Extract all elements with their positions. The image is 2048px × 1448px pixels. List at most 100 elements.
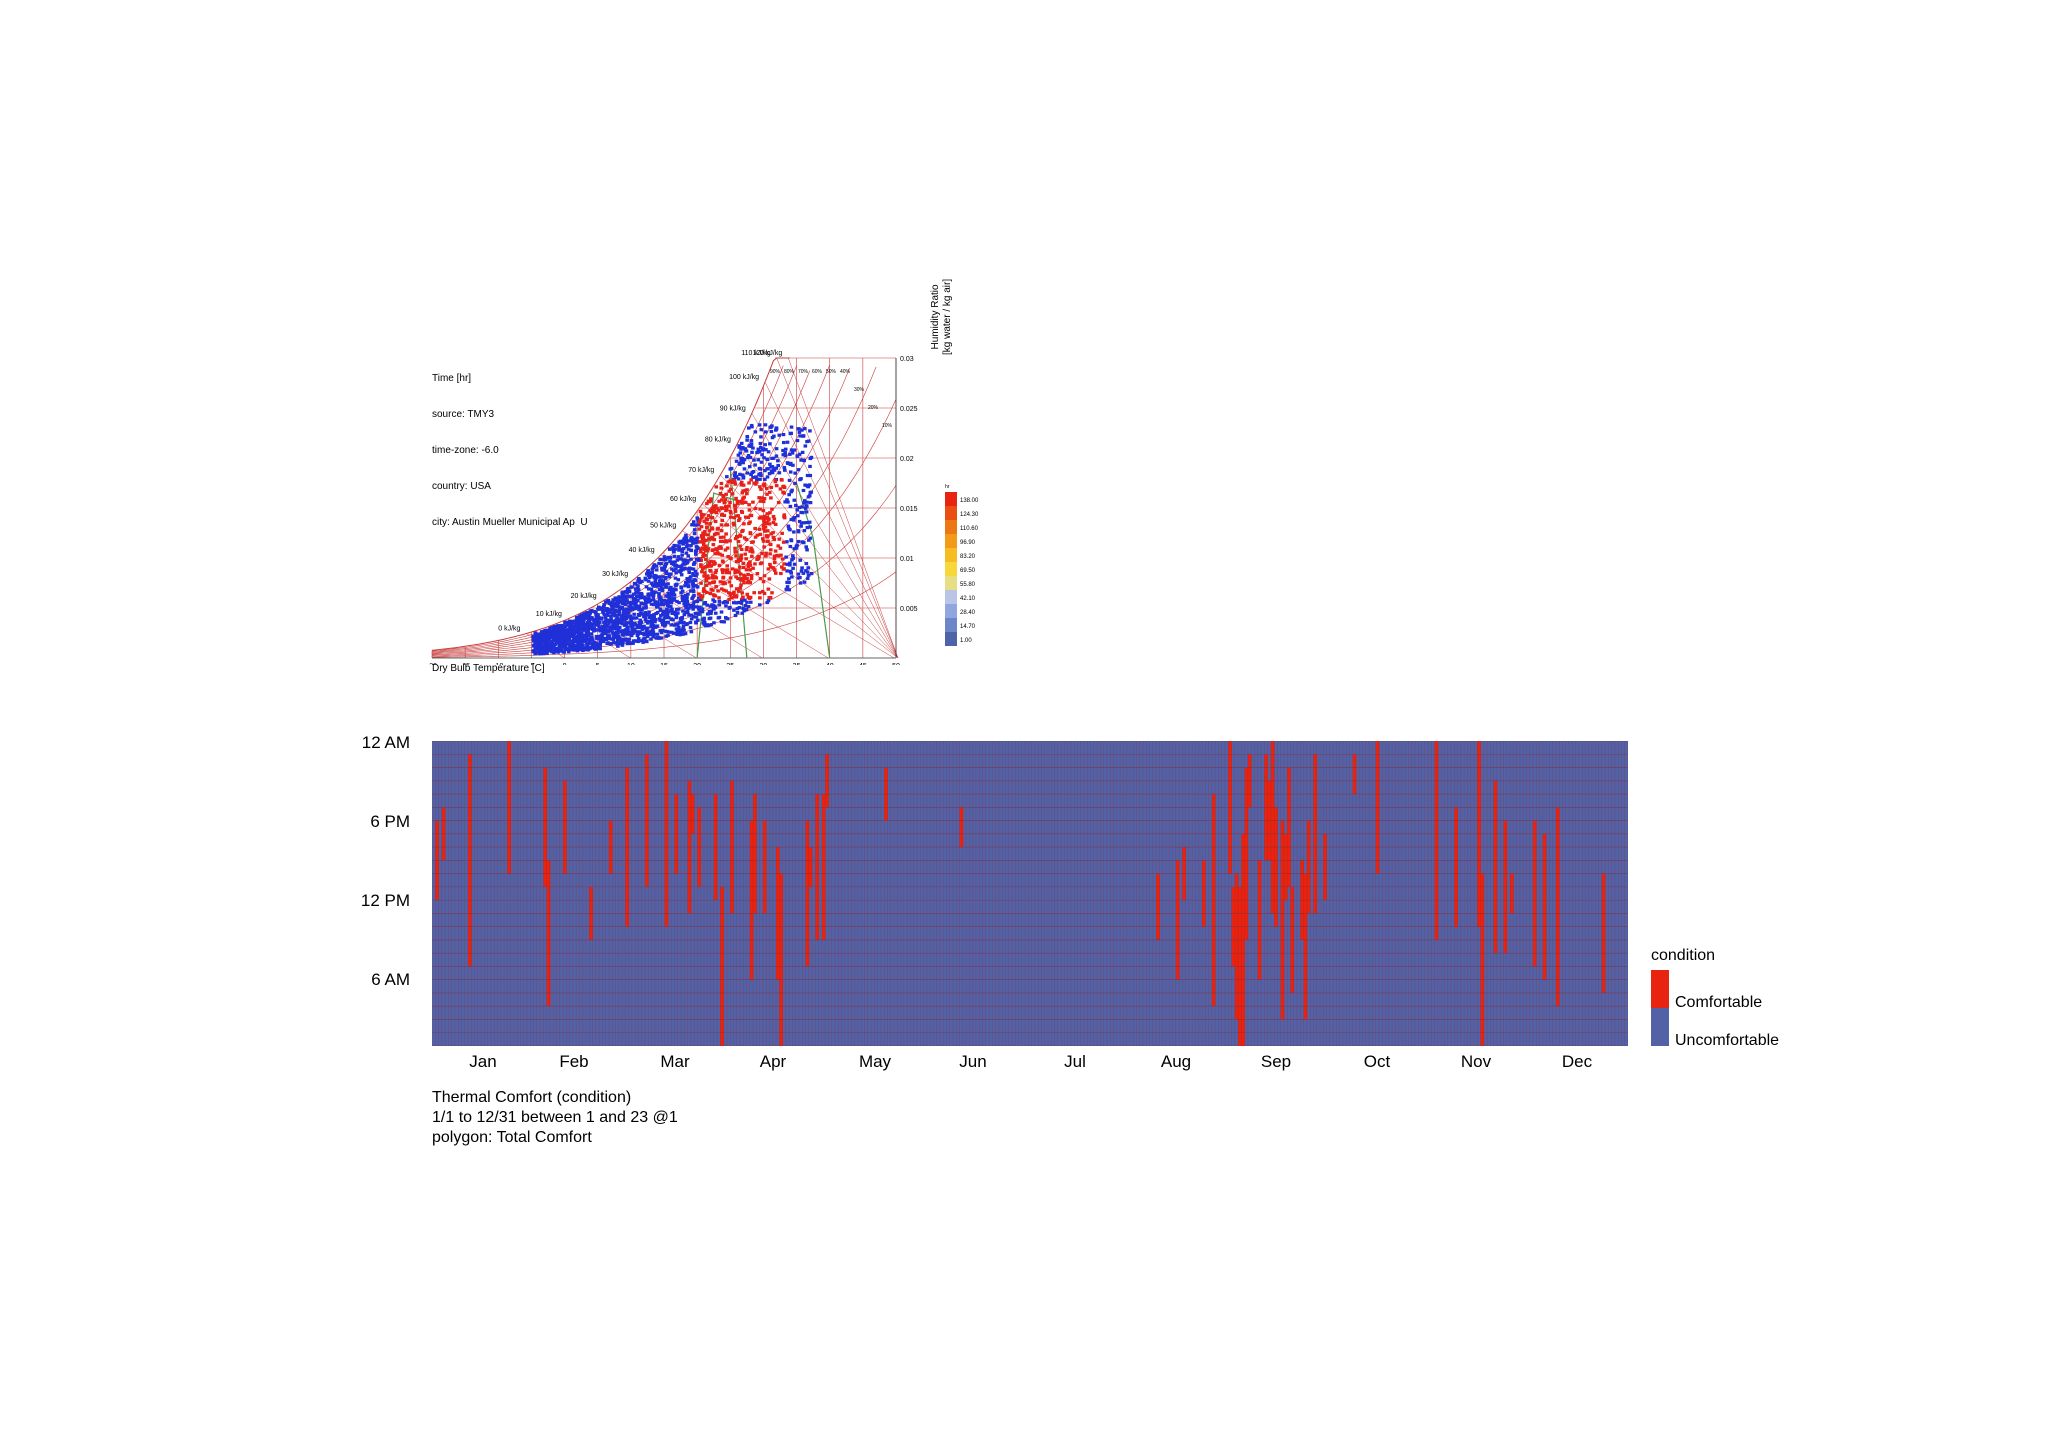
data-point (721, 582, 726, 586)
data-point (590, 624, 594, 628)
data-point (679, 621, 684, 625)
data-point (781, 567, 786, 571)
data-point (674, 571, 678, 575)
data-point (667, 630, 671, 634)
data-point (620, 602, 625, 606)
data-point (705, 623, 710, 627)
data-point (605, 641, 610, 646)
data-point (737, 517, 742, 521)
data-point (705, 574, 710, 578)
data-point (736, 539, 741, 544)
data-point (767, 490, 772, 495)
data-point (744, 557, 748, 561)
data-point (688, 575, 693, 579)
data-point (622, 594, 626, 598)
hm-y-label: 6 AM (371, 970, 410, 989)
psychrometric-ylabel: Humidity Ratio [kg water / kg air] (930, 279, 954, 355)
data-point (531, 650, 536, 654)
comfort-heatmap (432, 741, 1628, 1046)
data-point (657, 594, 661, 598)
legend-color-cell (945, 604, 957, 618)
data-point (725, 564, 730, 568)
data-point (665, 607, 669, 611)
data-point (740, 510, 745, 515)
legend-value-label: 69.50 (960, 568, 976, 574)
info-line: country: USA (432, 481, 491, 492)
legend-value-label: 1.00 (960, 638, 972, 644)
data-point (630, 626, 634, 631)
data-point (597, 625, 602, 629)
data-point (533, 640, 537, 645)
data-point (585, 637, 590, 642)
data-point (808, 429, 812, 433)
data-point (612, 641, 616, 645)
data-point (604, 631, 608, 636)
data-point (765, 492, 769, 496)
data-point (691, 538, 695, 542)
data-point (758, 485, 762, 489)
data-point (731, 478, 736, 483)
hm-month-label: Feb (559, 1052, 589, 1071)
data-point (725, 484, 729, 488)
data-point (612, 601, 617, 606)
data-point (714, 504, 718, 508)
data-point (762, 484, 767, 488)
data-point (784, 587, 789, 591)
data-point (714, 485, 719, 489)
data-point (767, 522, 772, 526)
data-point (736, 589, 741, 593)
rh-label: 80% (784, 369, 795, 375)
data-point (765, 539, 770, 544)
data-point (609, 625, 614, 629)
data-point (800, 566, 804, 570)
data-point (742, 565, 746, 570)
data-point (650, 583, 655, 587)
data-point (717, 552, 722, 556)
data-point (679, 573, 684, 577)
data-point (608, 628, 613, 632)
data-point (594, 634, 599, 639)
data-point (644, 585, 649, 589)
data-point (782, 491, 786, 495)
data-point (744, 537, 749, 542)
data-point (720, 553, 725, 557)
data-point (683, 584, 687, 588)
data-point (676, 611, 680, 615)
data-point (743, 598, 747, 602)
data-point (601, 630, 606, 635)
data-point (539, 636, 544, 641)
data-point (587, 618, 592, 622)
legend-title: condition (1651, 947, 1716, 964)
data-point (695, 540, 700, 544)
data-point (582, 637, 586, 641)
data-point (766, 587, 771, 591)
x-tick-label: 25 (726, 663, 734, 665)
data-point (717, 499, 721, 503)
data-point (749, 423, 754, 428)
data-point (689, 557, 693, 561)
data-point (612, 613, 616, 617)
data-point (762, 591, 767, 596)
data-point (616, 596, 621, 600)
data-point (620, 640, 624, 644)
data-point (734, 559, 739, 564)
data-point (749, 472, 753, 477)
data-point (767, 517, 771, 521)
x-tick-label: 40 (826, 663, 834, 665)
data-point (697, 596, 701, 600)
data-point (700, 536, 705, 541)
data-point (583, 633, 587, 638)
data-point (576, 616, 580, 621)
data-point (554, 636, 559, 640)
data-point (546, 629, 550, 633)
data-point (673, 576, 678, 580)
data-point (744, 608, 749, 612)
data-point (562, 650, 566, 654)
heatmap-comfortable-block (1480, 873, 1485, 1046)
data-point (662, 564, 667, 568)
data-point (739, 480, 744, 485)
data-point (672, 543, 677, 548)
data-point (758, 499, 763, 503)
data-point (762, 574, 767, 578)
data-point (808, 473, 813, 478)
